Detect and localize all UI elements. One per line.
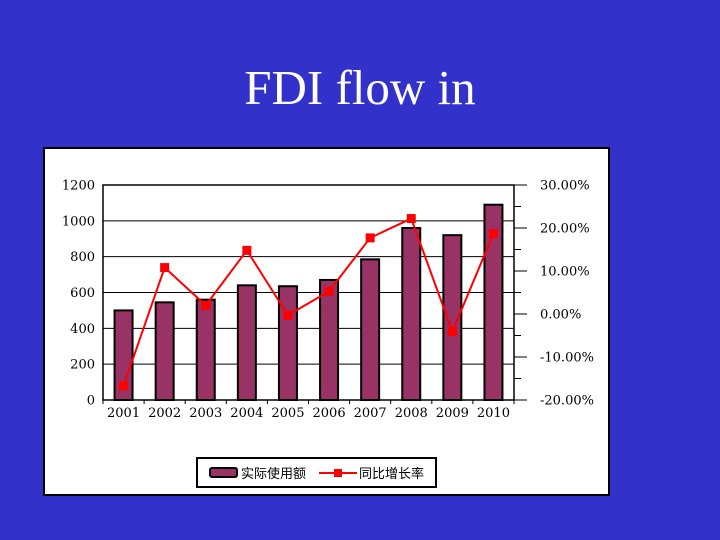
marker-2004 <box>242 245 252 255</box>
bar-2002 <box>154 301 175 402</box>
marker-2007 <box>365 233 375 243</box>
bar-2006 <box>319 278 340 401</box>
legend-bar-swatch-icon <box>208 467 238 478</box>
marker-2001 <box>119 381 129 391</box>
slide-title: FDI flow in <box>244 60 476 115</box>
chart-container: 1200 1000 800 600 400 200 0 30.00% 20.00% 10.00% 0… <box>43 147 610 496</box>
legend-line-label: 同比增长率 <box>359 467 425 482</box>
right-axis-label: 20.00% <box>540 222 590 237</box>
x-axis-label: 2005 <box>271 406 304 421</box>
marker-2005 <box>283 310 293 320</box>
x-axis-label: 2008 <box>395 406 428 421</box>
right-axis-label: 0.00% <box>540 308 581 323</box>
right-axis-label: 30.00% <box>540 179 590 194</box>
x-axis-label: 2001 <box>107 406 140 421</box>
right-axis-label: 10.00% <box>540 265 590 280</box>
x-axis-label: 2003 <box>189 406 222 421</box>
bar-2008 <box>401 227 422 401</box>
bar-2003 <box>195 298 216 402</box>
right-axis-label: -20.00% <box>540 394 594 409</box>
right-axis-label: -10.00% <box>540 351 594 366</box>
x-axis-label: 2004 <box>230 406 263 421</box>
left-axis-label: 200 <box>70 358 95 373</box>
marker-2002 <box>160 263 170 273</box>
left-axis-label: 600 <box>70 286 95 301</box>
left-axis-label: 400 <box>70 322 95 337</box>
x-axis-label: 2006 <box>313 406 346 421</box>
legend-bar-label: 实际使用额 <box>240 467 306 482</box>
chart-legend: 实际使用额 同比增长率 <box>196 457 437 488</box>
marker-2010 <box>488 229 498 239</box>
left-axis-label: 0 <box>87 394 95 409</box>
x-axis-label: 2002 <box>148 406 181 421</box>
x-axis-label: 2009 <box>436 406 469 421</box>
combo-chart: 1200 1000 800 600 400 200 0 30.00% 20.00% 10.00% 0… <box>62 179 594 422</box>
marker-2008 <box>406 214 416 224</box>
bar-2007 <box>360 258 381 401</box>
legend-line-marker-icon <box>334 468 342 477</box>
bar-2004 <box>236 284 257 401</box>
marker-2003 <box>201 300 211 310</box>
marker-2006 <box>324 286 334 296</box>
x-axis-label: 2007 <box>354 406 387 421</box>
left-axis-label: 1000 <box>62 214 95 229</box>
bar-2005 <box>277 285 298 402</box>
left-axis-label: 1200 <box>62 179 95 194</box>
left-axis-label: 800 <box>70 250 95 265</box>
growth-line <box>122 217 495 387</box>
legend-line-swatch-icon <box>319 468 357 478</box>
marker-2009 <box>447 327 457 337</box>
x-axis-label: 2010 <box>477 406 510 421</box>
